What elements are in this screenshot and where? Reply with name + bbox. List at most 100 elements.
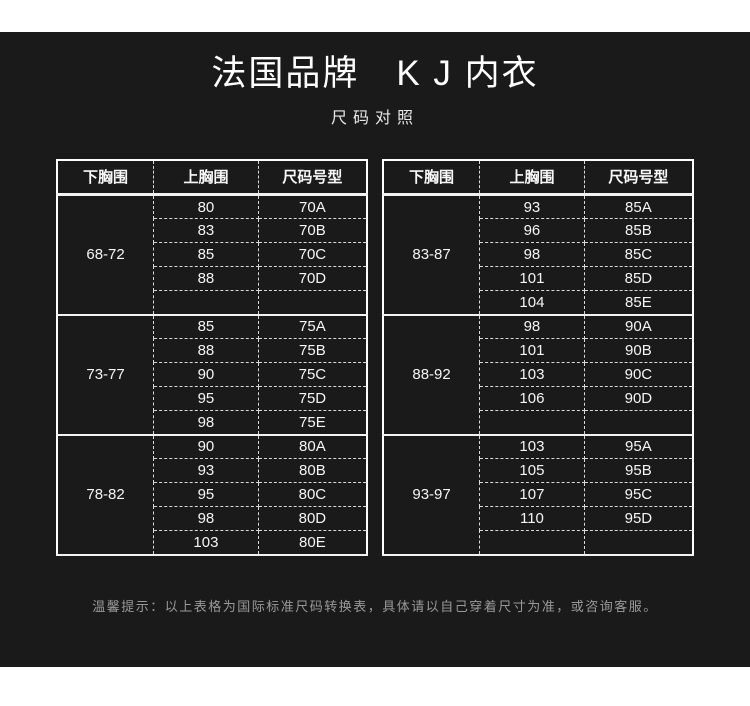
header-row: 下胸围 上胸围 尺码号型 — [57, 159, 367, 196]
table-row: 98 85C — [383, 242, 693, 267]
size-code-cell — [584, 410, 693, 436]
size-code-cell: 95C — [584, 482, 693, 507]
table-row: 96 85B — [383, 218, 693, 243]
table-row: 105 95B — [383, 458, 693, 483]
size-group: 93-97 103 95A 105 95B 107 95C 110 95D — [383, 434, 693, 556]
size-code-cell: 80D — [258, 506, 367, 531]
size-code-cell: 85E — [584, 290, 693, 316]
page-title: 法国品牌 K J 内衣 — [211, 54, 539, 93]
table-row — [383, 530, 693, 556]
size-chart-panel: 法国品牌 K J 内衣 尺码对照 下胸围 上胸围 尺码号型 68-72 80 70A 83 7… — [0, 32, 750, 667]
size-table-right: 下胸围 上胸围 尺码号型 83-87 93 85A 96 85B 98 85C 101 85D 104 8… — [382, 158, 694, 556]
bust-value-cell: 103 — [479, 362, 585, 387]
column-header: 下胸围 — [57, 159, 155, 196]
bust-value-cell: 95 — [153, 386, 259, 411]
table-row: 103 80E — [57, 530, 367, 556]
table-row: 103 90C — [383, 362, 693, 387]
bust-value-cell: 95 — [153, 482, 259, 507]
table-row: 83-87 93 85A — [383, 194, 693, 316]
bust-value-cell: 104 — [479, 290, 585, 316]
column-header: 尺码号型 — [584, 159, 693, 196]
size-code-cell: 75E — [258, 410, 367, 436]
column-header: 上胸围 — [153, 159, 259, 196]
size-code-cell: 80E — [258, 530, 367, 556]
size-code-cell: 80A — [258, 434, 367, 459]
table-row: 85 70C — [57, 242, 367, 267]
table-row: 101 90B — [383, 338, 693, 363]
size-code-cell: 95B — [584, 458, 693, 483]
bust-value-cell: 93 — [479, 194, 585, 219]
bust-value-cell: 85 — [153, 314, 259, 339]
size-code-cell: 95D — [584, 506, 693, 531]
bust-value-cell: 101 — [479, 338, 585, 363]
size-code-cell: 70B — [258, 218, 367, 243]
size-code-cell: 95A — [584, 434, 693, 459]
table-row: 88 70D — [57, 266, 367, 291]
size-group: 88-92 98 90A 101 90B 103 90C 106 90D — [383, 314, 693, 436]
bust-value-cell — [479, 530, 585, 556]
underbust-range-cell: 73-77 — [57, 314, 155, 436]
table-row: 98 75E — [57, 410, 367, 436]
size-code-cell: 85A — [584, 194, 693, 219]
bust-value-cell — [479, 410, 585, 436]
bust-value-cell: 101 — [479, 266, 585, 291]
table-row: 88 75B — [57, 338, 367, 363]
tables-container: 下胸围 上胸围 尺码号型 68-72 80 70A 83 70B 85 70C 88 70D 73-77… — [0, 158, 750, 556]
table-row: 107 95C — [383, 482, 693, 507]
table-row: 73-77 85 75A — [57, 314, 367, 436]
table-row: 78-82 90 80A — [57, 434, 367, 556]
size-code-cell: 75A — [258, 314, 367, 339]
size-code-cell: 90C — [584, 362, 693, 387]
table-row — [57, 290, 367, 316]
size-code-cell: 90D — [584, 386, 693, 411]
size-code-cell: 85B — [584, 218, 693, 243]
underbust-range-cell: 83-87 — [383, 194, 481, 316]
bust-value-cell: 98 — [153, 410, 259, 436]
size-code-cell: 80B — [258, 458, 367, 483]
table-row: 88-92 98 90A — [383, 314, 693, 436]
bust-value-cell: 90 — [153, 362, 259, 387]
size-code-cell: 75C — [258, 362, 367, 387]
bust-value-cell: 98 — [479, 242, 585, 267]
size-group: 73-77 85 75A 88 75B 90 75C 95 75D 98 75E — [57, 314, 367, 436]
bust-value-cell: 103 — [479, 434, 585, 459]
table-row: 68-72 80 70A — [57, 194, 367, 316]
bust-value-cell: 105 — [479, 458, 585, 483]
size-code-cell: 80C — [258, 482, 367, 507]
table-row: 95 75D — [57, 386, 367, 411]
underbust-range-cell: 68-72 — [57, 194, 155, 316]
table-row: 83 70B — [57, 218, 367, 243]
bust-value-cell: 83 — [153, 218, 259, 243]
size-code-cell — [258, 290, 367, 316]
size-code-cell: 85D — [584, 266, 693, 291]
bust-value-cell: 98 — [479, 314, 585, 339]
table-row: 101 85D — [383, 266, 693, 291]
bust-value-cell: 98 — [153, 506, 259, 531]
size-group: 68-72 80 70A 83 70B 85 70C 88 70D — [57, 194, 367, 316]
header-row: 下胸围 上胸围 尺码号型 — [383, 159, 693, 196]
bust-value-cell — [153, 290, 259, 316]
table-row: 98 80D — [57, 506, 367, 531]
bust-value-cell: 80 — [153, 194, 259, 219]
size-code-cell: 70A — [258, 194, 367, 219]
bust-value-cell: 90 — [153, 434, 259, 459]
table-row: 110 95D — [383, 506, 693, 531]
bust-value-cell: 110 — [479, 506, 585, 531]
bust-value-cell: 103 — [153, 530, 259, 556]
footer-note: 温馨提示：以上表格为国际标准尺码转换表，具体请以自己穿着尺寸为准，或咨询客服。 — [92, 598, 658, 614]
size-code-cell: 75B — [258, 338, 367, 363]
table-row: 90 75C — [57, 362, 367, 387]
bust-value-cell: 107 — [479, 482, 585, 507]
size-group: 83-87 93 85A 96 85B 98 85C 101 85D 104 85E — [383, 194, 693, 316]
table-row: 106 90D — [383, 386, 693, 411]
bust-value-cell: 106 — [479, 386, 585, 411]
column-header: 上胸围 — [479, 159, 585, 196]
underbust-range-cell: 88-92 — [383, 314, 481, 436]
table-row: 93-97 103 95A — [383, 434, 693, 556]
size-code-cell — [584, 530, 693, 556]
page-subtitle: 尺码对照 — [330, 109, 419, 127]
table-row: 95 80C — [57, 482, 367, 507]
column-header: 下胸围 — [383, 159, 481, 196]
table-row — [383, 410, 693, 436]
